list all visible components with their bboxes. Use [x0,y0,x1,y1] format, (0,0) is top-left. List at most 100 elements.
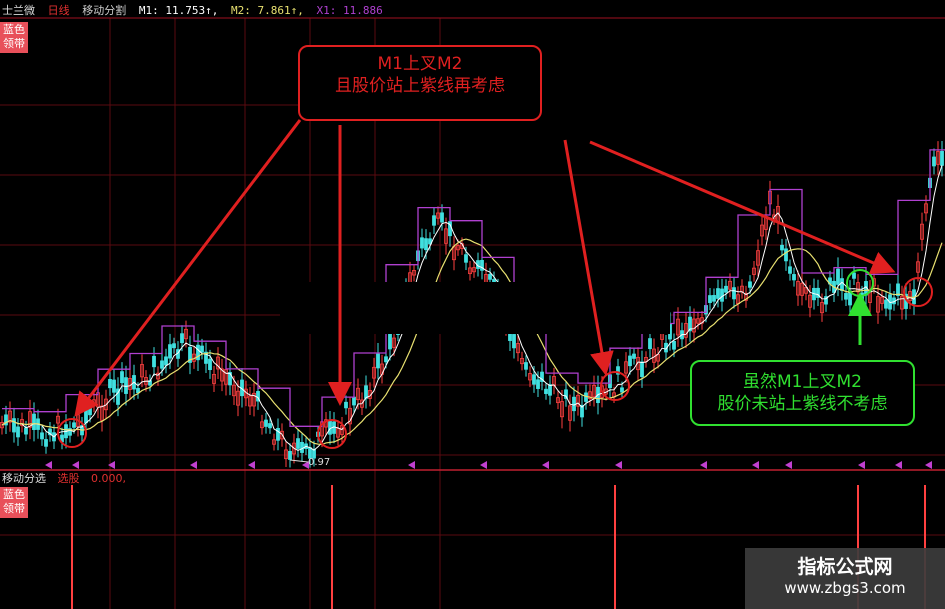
candle-down [108,379,112,389]
candle-up [252,392,256,407]
candle-up [20,419,24,426]
candle-up [236,390,240,406]
candle-up [592,384,596,398]
candle-down [204,351,208,364]
candle-up [876,296,880,313]
signal-triangle [45,461,52,469]
candle-down [616,366,620,375]
candle-up [140,364,144,378]
blue-tie-badge-lower: 蓝色领带 [0,487,28,518]
candle-up [556,397,560,404]
candle-up [260,421,264,429]
signal-circle [903,277,933,307]
candle-down [620,387,624,393]
signal-triangle [858,461,865,469]
candle-down [688,316,692,332]
candle-down [716,288,720,299]
signal-triangle [700,461,707,469]
signal-triangle [190,461,197,469]
annotation-arrow [563,139,614,376]
candle-down [116,388,120,405]
candle-down [712,295,716,302]
signal-triangle [408,461,415,469]
candle-down [256,391,260,402]
candle-down [732,287,736,300]
candle-down [884,299,888,309]
candle-down [852,272,856,279]
candle-up [684,323,688,338]
candle-up [392,337,396,348]
candle-down [136,387,140,394]
candle-up [908,291,912,302]
candle-down [120,371,124,384]
candle-down [152,355,156,368]
candle-down [824,296,828,305]
candle-up [292,442,296,455]
candle-down [512,334,516,349]
candle-up [468,267,472,275]
signal-circle [600,371,630,401]
candle-up [100,405,104,421]
candle-up [348,407,352,425]
candle-down [188,346,192,363]
candle-down [296,438,300,449]
sub-indicator-value: 0.000, [91,472,126,485]
candle-down [432,215,436,226]
candle-up [924,203,928,214]
candle-up [696,318,700,324]
candle-up [560,401,564,418]
signal-triangle [925,461,932,469]
candle-down [572,396,576,412]
period-label[interactable]: 日线 [47,4,70,17]
candle-down [564,389,568,399]
signal-triangle [248,461,255,469]
x1-line [2,149,945,427]
candle-down [632,353,636,359]
candle-up [444,228,448,244]
candle-down [420,237,424,249]
candle-up [528,373,532,381]
annotation-arrow [74,119,302,417]
candle-up [456,245,460,251]
candle-down [32,413,36,430]
signal-triangle [302,461,309,469]
candle-up [800,282,804,296]
candle-up [232,384,236,397]
candle-up [156,372,160,380]
candle-down [896,283,900,297]
signal-circle [57,418,87,448]
candle-up [8,410,12,423]
signal-circle [317,419,347,449]
green-annotation-box: 虽然M1上叉M2 股价未站上紫线不考虑 [690,360,915,426]
rejected-signal-circle [846,269,874,297]
candle-down [344,401,348,409]
candle-down [164,356,168,366]
candle-up [0,422,4,429]
candle-down [792,274,796,281]
signal-triangle [785,461,792,469]
signal-triangle [895,461,902,469]
candle-up [880,296,884,304]
red-note-line-1: M1上叉M2 [377,54,463,74]
candle-down [536,379,540,389]
signal-triangle [615,461,622,469]
red-note-line-2: 且股价站上紫线再考虑 [335,76,505,96]
candle-up [576,394,580,407]
watermark-url: www.zbgs3.com [784,579,906,597]
candle-down [300,441,304,453]
candle-up [324,419,328,428]
candle-down [748,281,752,288]
candle-down [196,344,200,361]
sub-indicator-name: 移动分选 [2,472,46,485]
candle-down [844,293,848,300]
candle-down [44,439,48,447]
candle-up [336,428,340,438]
candle-down [524,362,528,370]
candle-down [88,407,92,416]
candle-down [816,287,820,298]
candle-up [516,343,520,354]
candle-up [900,295,904,310]
candle-down [388,333,392,350]
candle-up [412,270,416,276]
